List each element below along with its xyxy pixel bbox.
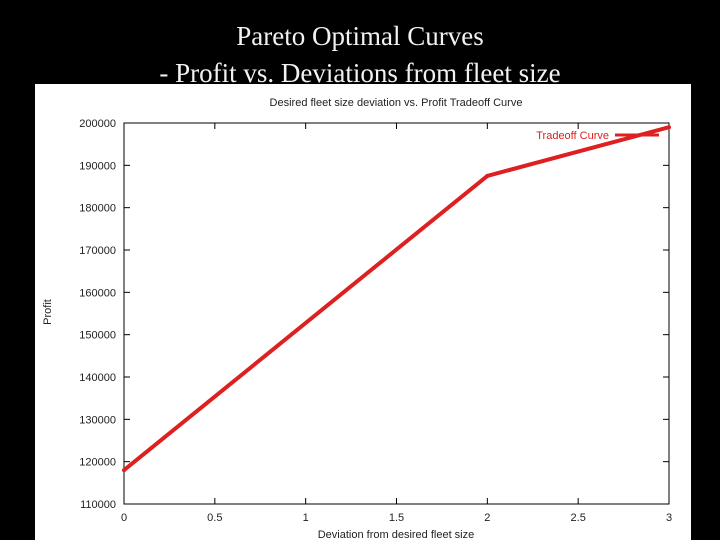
axes [123,122,670,505]
y-tick-label: 170000 [79,245,116,257]
x-tick-label: 3 [666,512,672,524]
x-tick-label: 0.5 [207,512,222,524]
tick-labels: 110000 120000 130000 140000 150000 160000 1700… [79,118,672,524]
x-tick-label: 1 [303,512,309,524]
legend-label: Tradeoff Curve [536,130,609,142]
x-tick-label: 1.5 [389,512,404,524]
y-tick-label: 140000 [79,372,116,384]
slide-title-line-1: Pareto Optimal Curves [236,21,484,51]
slide-title-line-2: - Profit vs. Deviations from fleet size [159,58,561,88]
y-tick-label: 160000 [79,287,116,299]
y-tick-label: 200000 [79,118,116,130]
slide-title: Pareto Optimal Curves - Profit vs. Devia… [0,18,720,92]
x-tick-label: 0 [121,512,127,524]
y-tick-label: 180000 [79,203,116,215]
x-tick-label: 2.5 [571,512,586,524]
chart-title: Desired fleet size deviation vs. Profit … [270,97,523,109]
y-tick-label: 110000 [80,499,116,511]
series-line-tradeoff-curve [122,125,670,472]
series-point [485,173,490,178]
y-tick-label: 130000 [79,414,116,426]
y-axis-title: Profit [42,299,54,325]
x-axis-title: Deviation from desired fleet size [318,529,475,540]
x-tick-label: 2 [484,512,490,524]
plot-border [123,122,670,505]
y-tick-label: 150000 [79,330,116,342]
series-layer [122,125,671,473]
tradeoff-chart: Desired fleet size deviation vs. Profit … [42,97,672,540]
y-tick-label: 190000 [79,160,116,172]
series-point [667,125,671,130]
series-point [122,468,126,473]
chart-panel: Desired fleet size deviation vs. Profit … [35,84,691,540]
legend: Tradeoff Curve [536,130,659,142]
y-tick-label: 120000 [79,457,116,469]
